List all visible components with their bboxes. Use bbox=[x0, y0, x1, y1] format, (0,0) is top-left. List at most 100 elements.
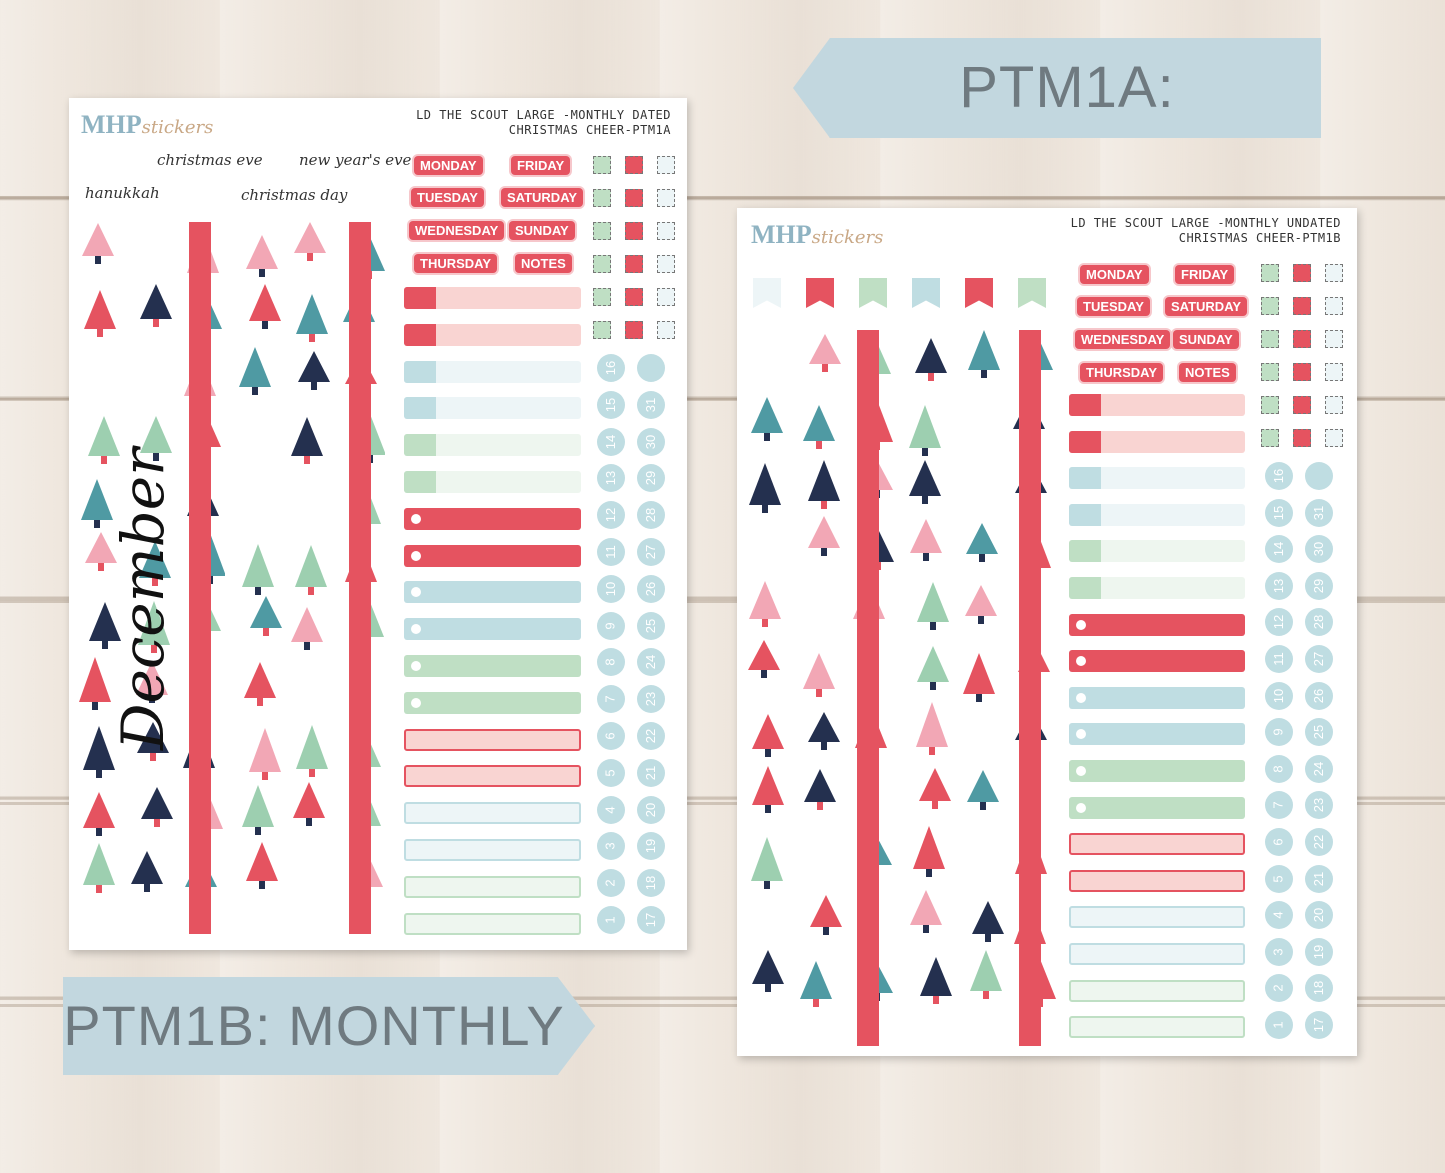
tree-icon bbox=[81, 479, 113, 520]
tree-trunk bbox=[306, 818, 312, 826]
date-number: 24 bbox=[1311, 761, 1326, 777]
sheet-title: LD THE SCOUT LARGE -MONTHLY DATED CHRIST… bbox=[416, 108, 671, 138]
tree-trunk bbox=[923, 925, 929, 933]
plank-seam bbox=[0, 196, 1445, 199]
tree-trunk bbox=[102, 641, 108, 649]
tree-icon bbox=[131, 851, 163, 884]
sticker-sheet-dated: MHPstickers LD THE SCOUT LARGE -MONTHLY … bbox=[69, 98, 687, 950]
date-circle: 17 bbox=[637, 906, 665, 934]
checkbox-sticker bbox=[657, 288, 675, 306]
checkbox-sticker bbox=[593, 321, 611, 339]
date-number: 9 bbox=[602, 621, 618, 630]
date-number: 4 bbox=[1270, 911, 1286, 919]
sheet-title-line1: LD THE SCOUT LARGE -MONTHLY UNDATED bbox=[1070, 216, 1341, 230]
bar-sticker bbox=[1069, 760, 1245, 782]
tree-trunk bbox=[981, 370, 987, 378]
date-number: 23 bbox=[1311, 798, 1326, 813]
tree-icon bbox=[808, 460, 840, 501]
date-circle: 19 bbox=[637, 832, 665, 861]
bar-sticker-dot bbox=[1076, 802, 1086, 813]
tree-icon bbox=[82, 223, 114, 256]
tree-icon bbox=[85, 532, 117, 563]
date-number: 25 bbox=[1311, 724, 1326, 740]
date-number: 16 bbox=[603, 360, 618, 376]
checkbox-sticker bbox=[593, 156, 611, 174]
bar-sticker-dot bbox=[1076, 656, 1086, 667]
checkbox-sticker bbox=[1325, 297, 1343, 315]
tree-trunk bbox=[96, 770, 102, 778]
bar-sticker bbox=[1069, 613, 1245, 636]
bar-sticker-dot bbox=[1076, 692, 1086, 703]
date-circle: 22 bbox=[637, 722, 665, 750]
tree-icon bbox=[246, 842, 278, 881]
checkbox-sticker bbox=[1293, 429, 1311, 447]
tree-icon bbox=[916, 702, 948, 747]
checkbox-sticker bbox=[593, 189, 611, 207]
date-number: 20 bbox=[1311, 907, 1326, 923]
checkbox-sticker bbox=[625, 156, 643, 174]
checkbox-sticker bbox=[1325, 429, 1343, 447]
tree-icon bbox=[83, 792, 115, 828]
tree-icon bbox=[242, 785, 274, 827]
bar-sticker-cap bbox=[1069, 577, 1101, 599]
tree-icon bbox=[296, 294, 328, 334]
tree-icon bbox=[804, 769, 836, 802]
bar-sticker bbox=[1069, 540, 1245, 563]
tree-trunk bbox=[263, 628, 269, 636]
tree-trunk bbox=[980, 802, 986, 810]
tree-trunk bbox=[930, 682, 936, 690]
tree-trunk bbox=[101, 456, 107, 464]
tag-monthly-undated-label: PTM1B: MONTHLY UNDATED bbox=[63, 994, 565, 1155]
date-number: 11 bbox=[603, 545, 618, 559]
checkbox-sticker bbox=[625, 189, 643, 207]
date-circle: 5 bbox=[597, 758, 625, 787]
tree-trunk bbox=[98, 563, 104, 571]
bar-sticker bbox=[1069, 1016, 1245, 1039]
bar-sticker bbox=[404, 802, 581, 825]
tree-icon bbox=[250, 596, 282, 628]
tree-icon bbox=[803, 405, 835, 441]
tree-icon bbox=[752, 766, 784, 805]
date-number: 7 bbox=[602, 695, 618, 703]
date-number: 23 bbox=[643, 691, 658, 707]
tree-icon bbox=[140, 416, 172, 453]
date-circle: 13 bbox=[597, 464, 625, 493]
tree-trunk bbox=[978, 616, 984, 624]
tree-trunk bbox=[255, 587, 261, 595]
tree-trunk bbox=[262, 321, 268, 329]
plank-seam bbox=[0, 600, 1445, 603]
date-number: 7 bbox=[1270, 801, 1286, 810]
checkbox-sticker bbox=[625, 255, 643, 273]
tree-icon bbox=[239, 347, 271, 387]
day-label-sunday: SUNDAY bbox=[1173, 330, 1239, 349]
checkbox-sticker bbox=[1261, 396, 1279, 414]
date-circle: 31 bbox=[637, 390, 665, 419]
tree-icon bbox=[917, 582, 949, 622]
date-number: 2 bbox=[1270, 984, 1286, 993]
bar-sticker bbox=[1069, 796, 1245, 819]
date-circle: 28 bbox=[1305, 608, 1333, 637]
day-label-notes: NOTES bbox=[1179, 363, 1236, 382]
bar-sticker-cap bbox=[404, 397, 436, 420]
tree-trunk bbox=[309, 769, 315, 777]
tree-trunk bbox=[252, 387, 258, 395]
bar-sticker bbox=[404, 507, 581, 530]
tree-trunk bbox=[150, 753, 156, 761]
red-washi-strip bbox=[857, 330, 879, 1046]
holiday-hanukkah: hanukkah bbox=[85, 184, 160, 202]
tree-icon bbox=[751, 397, 783, 433]
date-number: 5 bbox=[602, 769, 618, 777]
bar-sticker bbox=[404, 765, 581, 788]
date-number: 13 bbox=[1271, 578, 1286, 594]
tree-icon bbox=[138, 601, 170, 645]
tree-trunk bbox=[821, 742, 827, 750]
date-circle: 27 bbox=[1305, 645, 1333, 673]
date-circle: 26 bbox=[1305, 681, 1333, 710]
tree-icon bbox=[137, 722, 169, 753]
tree-trunk bbox=[816, 441, 822, 449]
tree-icon bbox=[294, 222, 326, 253]
date-number: 10 bbox=[1271, 688, 1286, 703]
bar-sticker bbox=[1069, 869, 1245, 892]
bar-sticker-dot bbox=[411, 513, 421, 524]
date-circle: 21 bbox=[1305, 864, 1333, 893]
